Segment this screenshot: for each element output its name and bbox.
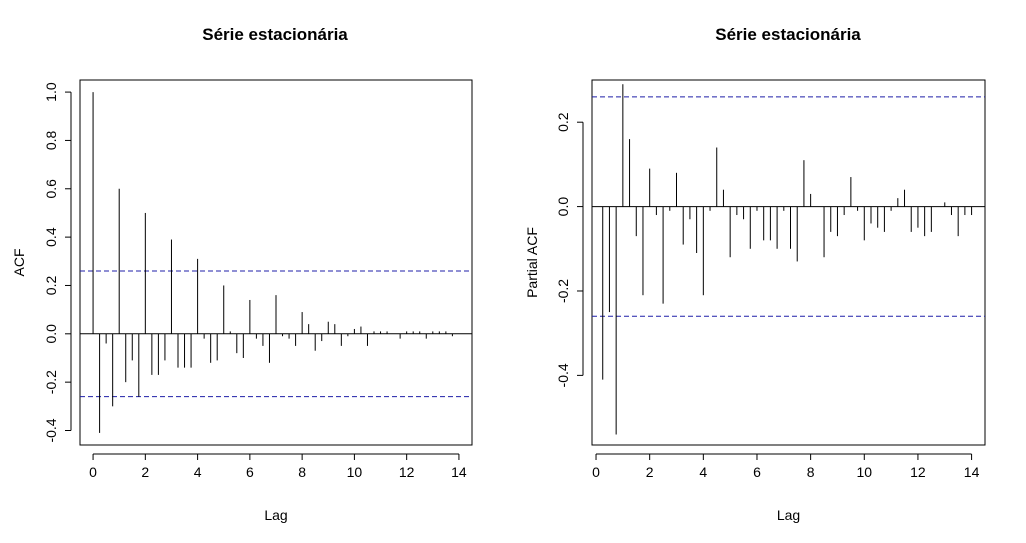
acf-y-tick-label: 0.2: [43, 276, 59, 296]
pacf-chart-title: Série estacionária: [715, 25, 861, 44]
pacf-x-tick-label: 10: [856, 464, 872, 480]
pacf-x-tick-label: 14: [964, 464, 980, 480]
acf-y-tick-label: -0.4: [43, 418, 59, 442]
pacf-x-tick-label: 4: [699, 464, 707, 480]
pacf-x-axis-title: Lag: [777, 507, 800, 523]
pacf-x-tick-label: 12: [910, 464, 926, 480]
pacf-y-tick-label: 0.0: [555, 197, 571, 217]
acf-x-tick-label: 8: [298, 464, 306, 480]
acf-x-tick-label: 0: [89, 464, 97, 480]
pacf-y-tick-label: -0.4: [555, 363, 571, 387]
acf-plot-frame: [79, 79, 473, 446]
acf-chart-title: Série estacionária: [202, 25, 348, 44]
acf-x-tick-label: 10: [347, 464, 363, 480]
pacf-x-tick-label: 0: [592, 464, 600, 480]
acf-y-tick-label: 0.6: [43, 179, 59, 199]
acf-y-tick-label: 1.0: [43, 82, 59, 102]
acf-y-tick-label: 0.0: [43, 324, 59, 344]
pacf-panel: Série estacionária 0 2 4 6 8 10 12 14 -0.4 -0.2 0.0…: [524, 25, 986, 523]
acf-x-tick-label: 12: [399, 464, 415, 480]
pacf-x-tick-label: 6: [753, 464, 761, 480]
acf-x-tick-label: 6: [246, 464, 254, 480]
pacf-y-tick-label: 0.2: [555, 112, 571, 132]
pacf-y-axis-title: Partial ACF: [524, 227, 540, 298]
acf-x-axis-title: Lag: [264, 507, 287, 523]
pacf-y-tick-label: -0.2: [555, 279, 571, 303]
acf-panel: Série estacionária 0 2 4 6 8 10 12 14 -0.4 -0.2 0.0…: [11, 25, 473, 523]
acf-y-axis-title: ACF: [11, 249, 27, 277]
acf-y-tick-label: 0.8: [43, 130, 59, 150]
acf-x-tick-label: 14: [451, 464, 467, 480]
acf-y-tick-label: 0.4: [43, 227, 59, 247]
pacf-plot-frame: [591, 79, 986, 446]
pacf-x-tick-label: 8: [807, 464, 815, 480]
acf-x-tick-label: 4: [194, 464, 202, 480]
acf-y-tick-label: -0.2: [43, 370, 59, 394]
pacf-x-tick-label: 2: [646, 464, 654, 480]
acf-x-tick-label: 2: [141, 464, 149, 480]
